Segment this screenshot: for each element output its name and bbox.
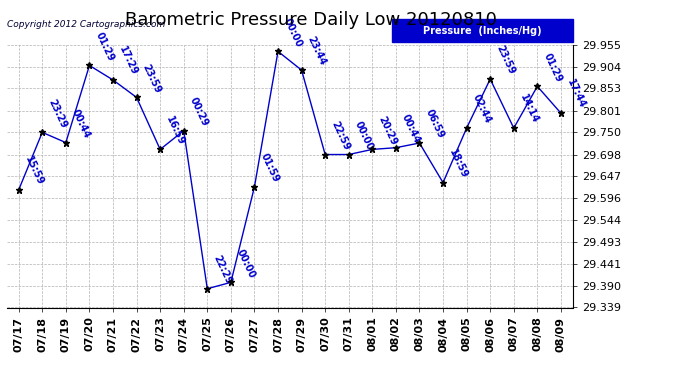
Text: 01:29: 01:29 <box>94 30 116 63</box>
Text: 00:44: 00:44 <box>400 112 422 145</box>
Text: 18:59: 18:59 <box>447 147 469 180</box>
Text: 23:59: 23:59 <box>494 44 517 76</box>
Text: 22:59: 22:59 <box>329 119 351 152</box>
Text: 16:59: 16:59 <box>164 114 186 147</box>
Text: 22:29: 22:29 <box>211 254 234 286</box>
Text: 14:14: 14:14 <box>518 93 540 125</box>
Text: 01:29: 01:29 <box>542 51 564 84</box>
Text: 00:00: 00:00 <box>235 247 257 280</box>
Text: 20:29: 20:29 <box>377 114 399 147</box>
FancyBboxPatch shape <box>392 19 573 42</box>
Text: 00:00: 00:00 <box>282 16 304 49</box>
Text: 23:44: 23:44 <box>306 35 328 68</box>
Text: 06:59: 06:59 <box>424 108 446 140</box>
Text: 02:44: 02:44 <box>471 93 493 125</box>
Text: 00:44: 00:44 <box>70 108 92 140</box>
Text: Pressure  (Inches/Hg): Pressure (Inches/Hg) <box>423 26 542 36</box>
Text: 01:59: 01:59 <box>259 152 281 184</box>
Text: 15:59: 15:59 <box>23 155 45 187</box>
Text: Copyright 2012 Cartographics.com: Copyright 2012 Cartographics.com <box>7 20 165 29</box>
Text: 17:29: 17:29 <box>117 45 139 77</box>
Text: 00:00: 00:00 <box>353 119 375 152</box>
Text: 23:59: 23:59 <box>141 62 163 94</box>
Text: 23:29: 23:29 <box>46 97 68 130</box>
Text: Barometric Pressure Daily Low 20120810: Barometric Pressure Daily Low 20120810 <box>125 11 496 29</box>
Text: 00:29: 00:29 <box>188 96 210 128</box>
Text: 17:44: 17:44 <box>565 78 587 110</box>
